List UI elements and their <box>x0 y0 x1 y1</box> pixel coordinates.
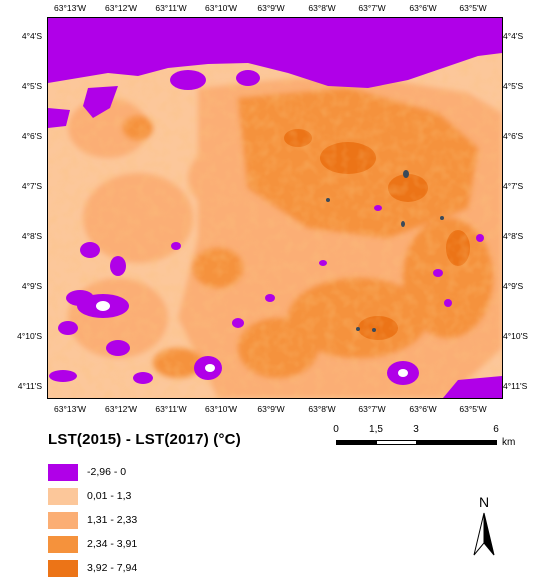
lat-tick-left: 4°5'S <box>21 81 42 91</box>
lon-tick-top: 63°11'W <box>155 3 187 13</box>
legend-label: 2,34 - 3,91 <box>87 538 138 550</box>
lon-tick-bottom: 63°9'W <box>257 404 285 414</box>
lat-tick-left: 4°9'S <box>21 281 42 291</box>
legend-label: 0,01 - 1,3 <box>87 490 132 502</box>
lon-tick-top: 63°8'W <box>308 3 336 13</box>
lon-tick-top: 63°7'W <box>358 3 386 13</box>
lat-tick-right: 4°10'S <box>503 331 528 341</box>
north-arrow-icon: N <box>466 493 502 563</box>
lat-tick-right: 4°8'S <box>503 231 524 241</box>
scale-bar: 0 1,5 3 6 km <box>330 424 520 464</box>
scale-unit: km <box>502 437 516 448</box>
map-raster <box>47 17 503 399</box>
lon-tick-bottom: 63°8'W <box>308 404 336 414</box>
lat-tick-left: 4°4'S <box>21 31 42 41</box>
lon-tick-bottom: 63°6'W <box>409 404 437 414</box>
lat-tick-left: 4°6'S <box>21 131 42 141</box>
north-label: N <box>479 494 489 510</box>
legend-swatch <box>48 536 78 553</box>
legend-swatch <box>48 560 78 577</box>
lat-tick-right: 4°11'S <box>503 381 528 391</box>
lat-tick-right: 4°6'S <box>503 131 524 141</box>
lon-tick-bottom: 63°13'W <box>54 404 86 414</box>
legend-swatch <box>48 512 78 529</box>
lon-tick-bottom: 63°12'W <box>105 404 137 414</box>
legend-label: -2,96 - 0 <box>87 466 127 478</box>
scale-label: 1,5 <box>369 424 383 435</box>
nodata-holes <box>96 301 408 377</box>
legend-title: LST(2015) - LST(2017) (°C) <box>48 431 241 448</box>
lon-tick-top: 63°9'W <box>257 3 285 13</box>
lat-tick-left: 4°8'S <box>21 231 42 241</box>
lat-tick-left: 4°10'S <box>17 331 42 341</box>
scale-label: 6 <box>493 424 499 435</box>
lon-tick-bottom: 63°7'W <box>358 404 386 414</box>
lon-tick-top: 63°13'W <box>54 3 86 13</box>
dark-spots <box>326 170 444 332</box>
scale-label: 3 <box>413 424 419 435</box>
lon-tick-bottom: 63°11'W <box>155 404 187 414</box>
lon-tick-top: 63°6'W <box>409 3 437 13</box>
legend-swatch <box>48 464 78 481</box>
lon-tick-top: 63°5'W <box>459 3 487 13</box>
scale-segment <box>416 440 497 445</box>
scale-segment <box>336 440 377 445</box>
lat-tick-right: 4°9'S <box>503 281 524 291</box>
lon-tick-top: 63°10'W <box>205 3 237 13</box>
lon-tick-top: 63°12'W <box>105 3 137 13</box>
legend-label: 3,92 - 7,94 <box>87 562 138 574</box>
lat-tick-left: 4°11'S <box>17 381 42 391</box>
scale-label: 0 <box>333 424 339 435</box>
lat-tick-left: 4°7'S <box>21 181 42 191</box>
scale-segment <box>376 440 417 445</box>
class-negative-areas <box>48 18 502 398</box>
lon-tick-bottom: 63°5'W <box>459 404 487 414</box>
lat-tick-right: 4°4'S <box>503 31 524 41</box>
legend-swatch <box>48 488 78 505</box>
lat-tick-right: 4°5'S <box>503 81 524 91</box>
lon-tick-bottom: 63°10'W <box>205 404 237 414</box>
lat-tick-right: 4°7'S <box>503 181 524 191</box>
legend-label: 1,31 - 2,33 <box>87 514 138 526</box>
